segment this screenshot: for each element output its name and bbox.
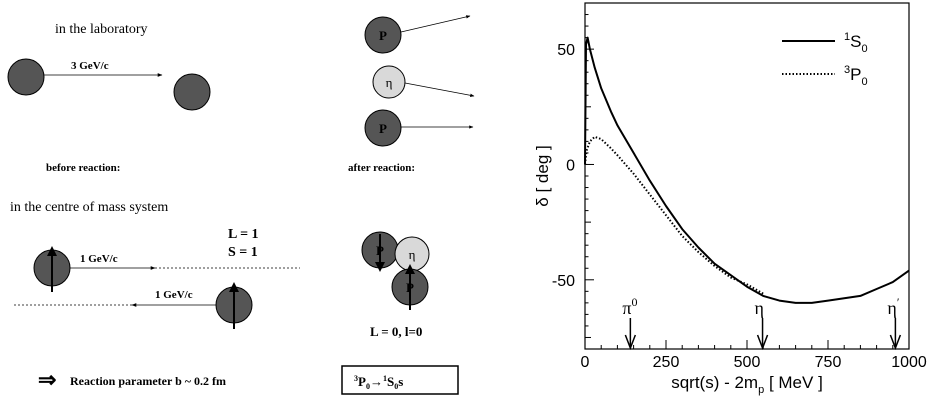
threshold-arrow-head xyxy=(889,334,902,351)
implies-arrow: ⇒ xyxy=(38,367,56,392)
final-proton-2 xyxy=(364,109,402,147)
cm-label: in the centre of mass system xyxy=(10,200,168,215)
threshold-label: π0 xyxy=(622,295,637,318)
S-label: S = 1 xyxy=(228,245,258,260)
lab-momentum-label: 3 GeV/c xyxy=(71,60,109,72)
cm-momentum-right-label: 1 GeV/c xyxy=(80,253,118,265)
threshold-arrow-head xyxy=(756,334,769,351)
transition-label: 3P0→1S0s xyxy=(354,374,403,391)
y-tick-label: 50 xyxy=(557,42,575,59)
final-proton-1 xyxy=(364,16,402,54)
x-tick-label: 250 xyxy=(653,354,680,371)
final-proton-2-label: P xyxy=(379,121,387,136)
before-reaction-label: before reaction: xyxy=(46,162,120,174)
final-proton-1-label: P xyxy=(379,28,387,43)
reaction-parameter-label: Reaction parameter b ~ 0.2 fm xyxy=(70,374,226,388)
legend-label-1S0: 1S0 xyxy=(844,31,868,55)
final-eta-label: η xyxy=(386,75,393,90)
L-label: L = 1 xyxy=(228,227,259,242)
series-line-3P0 xyxy=(584,135,764,295)
final-eta xyxy=(372,65,406,99)
lab-label: in the laboratory xyxy=(55,22,148,37)
threshold-label: η′ xyxy=(887,295,899,318)
series-layer xyxy=(584,36,910,304)
cm-momentum-left-label: 1 GeV/c xyxy=(155,289,193,301)
final-eta-arrow xyxy=(404,82,475,97)
x-tick-label: 500 xyxy=(734,354,761,371)
y-axis: 50 0 -50 xyxy=(552,14,594,338)
final-proton-1-arrow xyxy=(400,15,471,33)
threshold-arrow-head xyxy=(624,334,637,351)
x-tick-label: 750 xyxy=(815,354,842,371)
reaction-diagram: in the laboratory 3 GeV/c before reactio… xyxy=(7,15,475,395)
cm-final-eta-label: η xyxy=(409,247,416,262)
y-tick-label: -50 xyxy=(552,273,575,290)
x-axis-label: sqrt(s) - 2mp [ MeV ] xyxy=(671,373,823,396)
legend: 1S0 3P0 xyxy=(782,31,868,88)
x-axis: 0 250 500 750 1000 xyxy=(581,340,927,371)
after-reaction-label: after reaction: xyxy=(348,162,415,174)
threshold-label: η xyxy=(755,298,764,318)
transition-box xyxy=(341,365,459,395)
x-tick-label: 1000 xyxy=(891,354,927,371)
legend-label-3P0: 3P0 xyxy=(844,64,868,88)
y-axis-label: δ [ deg ] xyxy=(533,145,552,206)
final-L-label: L = 0, l=0 xyxy=(370,324,422,339)
target-proton xyxy=(173,73,211,111)
phase-shift-chart: 500-50 0 250 500 750 1000 π0 η η′ δ [ deg ] sq… xyxy=(533,2,927,396)
x-tick-label: 0 xyxy=(581,354,590,371)
series-line-1S0 xyxy=(584,36,910,304)
beam-proton xyxy=(7,58,45,96)
annotation-layer: π0 η η′ xyxy=(622,295,902,351)
y-tick-label: 0 xyxy=(566,157,575,174)
